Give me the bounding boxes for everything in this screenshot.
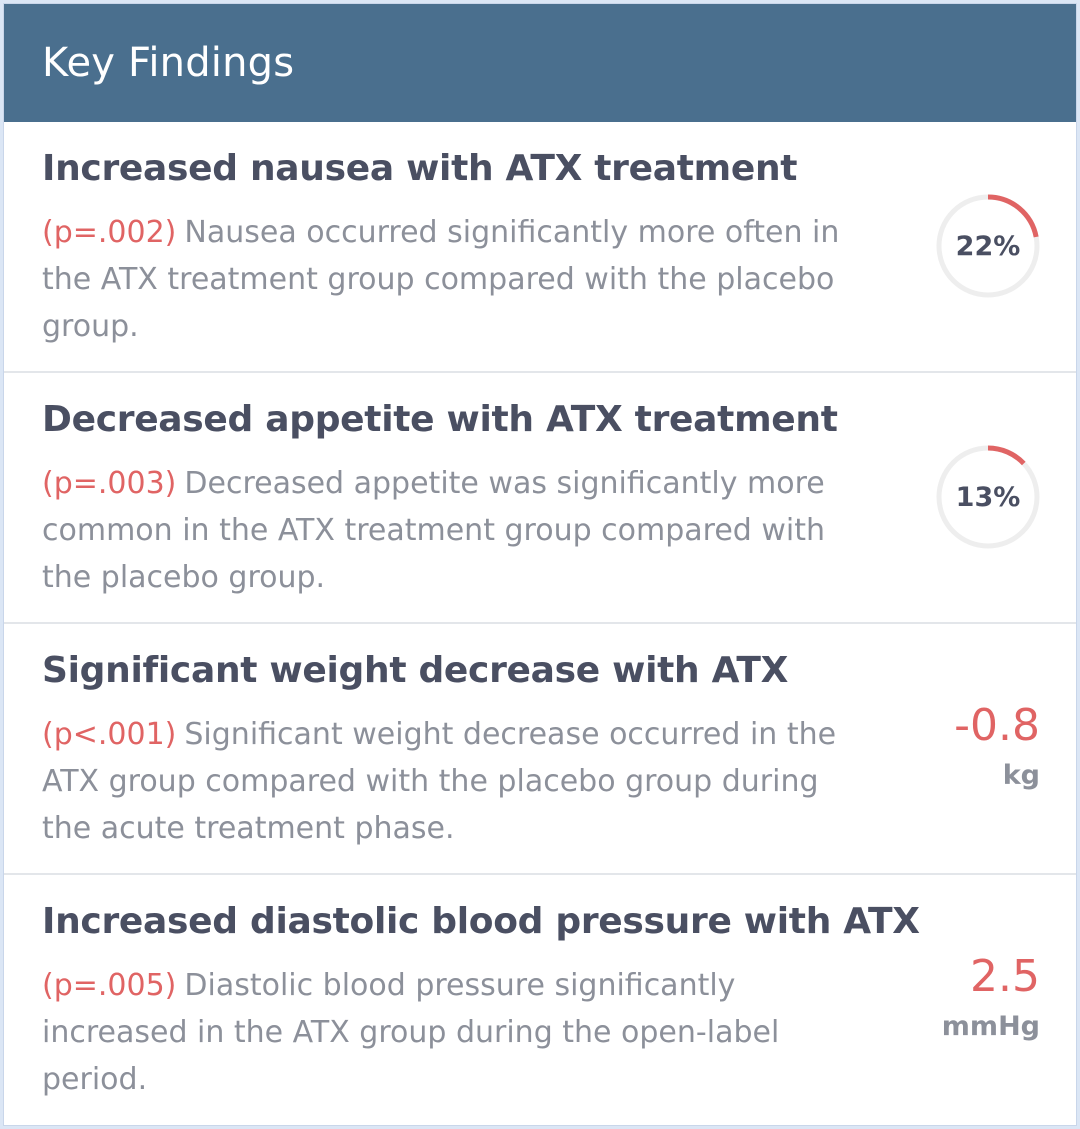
finding-title: Increased diastolic blood pressure with … <box>42 901 920 942</box>
finding-description: Diastolic blood pressure significantly i… <box>42 968 780 1097</box>
finding-description-block: (p<.001) Significant weight decrease occu… <box>42 711 872 852</box>
percent-label: 22% <box>955 230 1021 262</box>
metric-unit: mmHg <box>941 1011 1040 1042</box>
finding-description: Nausea occurred significantly more often… <box>42 215 840 344</box>
ring-progress-arc <box>936 194 1040 298</box>
finding-description: Decreased appetite was significantly mor… <box>42 466 826 595</box>
p-value: (p=.003) <box>42 466 177 501</box>
metric-unit: kg <box>1002 760 1040 791</box>
percent-ring: 22% <box>934 192 1042 300</box>
finding-title: Increased nausea with ATX treatment <box>42 148 798 189</box>
p-value: (p=.002) <box>42 215 177 250</box>
p-value: (p<.001) <box>42 717 177 752</box>
card-title: Key Findings <box>42 40 295 86</box>
finding-description: Significant weight decrease occurred in … <box>42 717 837 846</box>
finding-item-appetite: Decreased appetite with ATX treatment (p… <box>4 373 1076 624</box>
ring-progress-arc <box>936 445 1040 549</box>
percent-ring-graphic <box>936 194 1040 298</box>
percent-ring: 13% <box>934 443 1042 551</box>
finding-description-block: (p=.002) Nausea occurred significantly mo… <box>42 209 872 350</box>
finding-description-block: (p=.003) Decreased appetite was significa… <box>42 460 872 601</box>
key-findings-card: Key Findings Increased nausea with ATX t… <box>3 3 1077 1126</box>
finding-item-nausea: Increased nausea with ATX treatment (p=.… <box>4 122 1076 373</box>
finding-title: Significant weight decrease with ATX <box>42 650 789 691</box>
percent-ring-graphic <box>936 445 1040 549</box>
finding-title: Decreased appetite with ATX treatment <box>42 399 838 440</box>
finding-item-weight: Significant weight decrease with ATX (p<… <box>4 624 1076 875</box>
metric-readout: 2.5 mmHg <box>942 949 1040 1042</box>
p-value: (p=.005) <box>42 968 177 1003</box>
metric-value: -0.8 <box>954 700 1040 751</box>
finding-item-blood-pressure: Increased diastolic blood pressure with … <box>4 875 1076 1125</box>
card-header: Key Findings <box>4 4 1076 122</box>
percent-label: 13% <box>955 481 1021 513</box>
finding-description-block: (p=.005) Diastolic blood pressure signifi… <box>42 962 872 1103</box>
metric-value: 2.5 <box>970 951 1040 1002</box>
metric-readout: -0.8 kg <box>954 698 1040 791</box>
